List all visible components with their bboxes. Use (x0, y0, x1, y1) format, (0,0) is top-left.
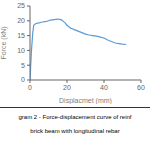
svg-text:Force (kN): Force (kN) (8, 26, 9, 59)
svg-text:0: 0 (28, 84, 32, 91)
svg-text:20: 20 (63, 84, 71, 91)
html-text:gram 2 - Force-displacement cu: gram 2 - Force-displacement curve of rei… (18, 114, 132, 120)
svg-text:10: 10 (17, 47, 25, 54)
svg-text:40: 40 (100, 84, 108, 91)
svg-text:20: 20 (17, 17, 25, 24)
html-text:brick beam with longitudinal r: brick beam with longitudinal rebar (30, 128, 120, 134)
svg-text:25: 25 (17, 2, 25, 9)
svg-text:5: 5 (21, 62, 25, 69)
svg-text:Displacmet (mm): Displacmet (mm) (59, 97, 112, 104)
svg-text:0: 0 (21, 76, 25, 83)
svg-text:15: 15 (17, 32, 25, 39)
svg-text:60: 60 (137, 84, 142, 91)
